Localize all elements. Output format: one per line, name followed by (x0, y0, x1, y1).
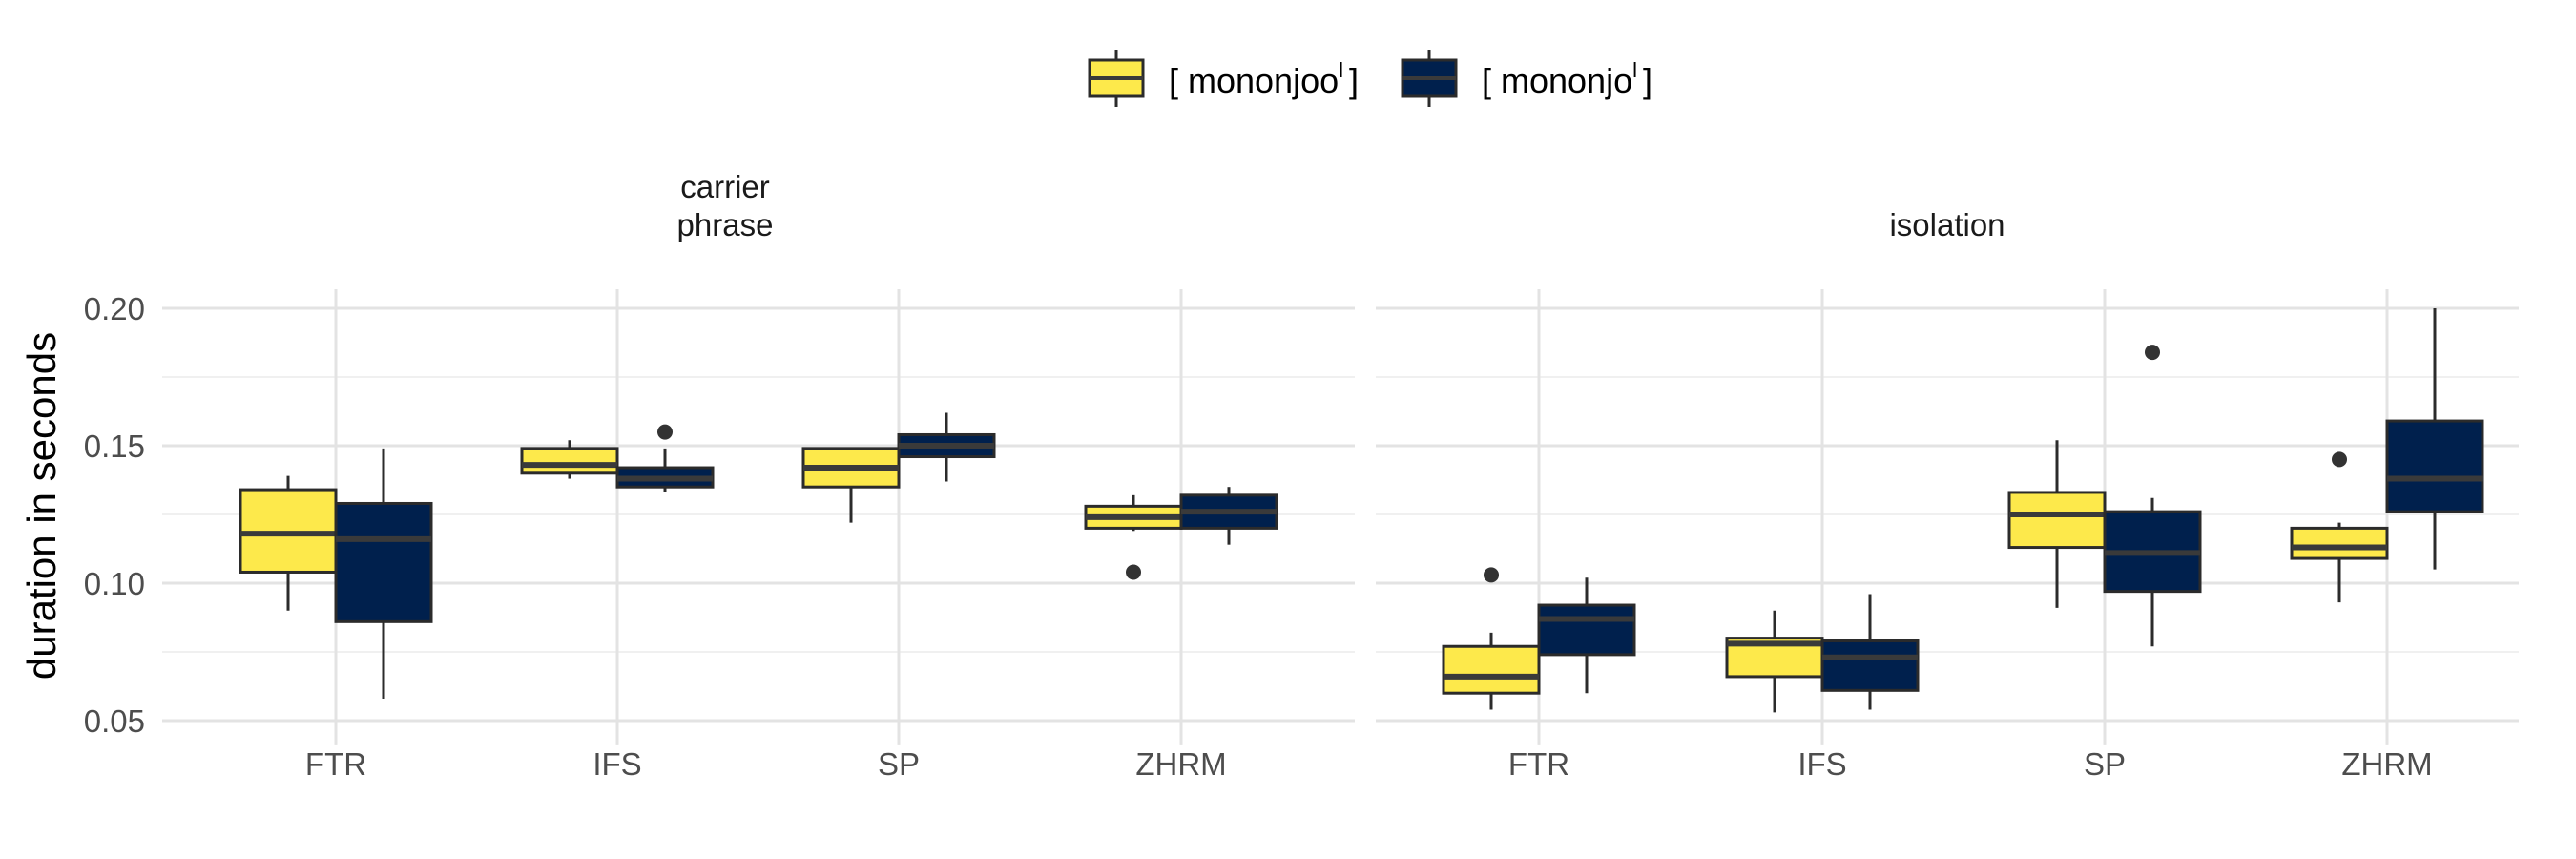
legend-label-base: [ mononjo (1482, 61, 1632, 100)
box-body (1442, 644, 1541, 695)
box-ifs-series-2 (1820, 594, 1920, 710)
outlier-point (657, 424, 673, 440)
facet-panel: carrier phrase 0.05 0.10 0.15 0.20 FTR IFS SP ZHR… (84, 169, 1355, 782)
box-zhrm-series-2 (2385, 308, 2484, 570)
facet-panel: isolation FTR IFS SP ZHRM (1376, 207, 2519, 782)
legend-label-base: [ mononjoo (1169, 61, 1339, 100)
facet-strip-line: carrier (680, 169, 770, 204)
y-tick-label: 0.05 (84, 703, 145, 739)
box-ftr-series-2 (334, 448, 433, 699)
legend-label-superscript: l (1339, 58, 1343, 82)
box-ifs-series-2 (615, 424, 715, 492)
y-axis-title: duration in seconds (19, 332, 64, 680)
legend-label-superscript: l (1632, 58, 1637, 82)
outlier-point (2145, 345, 2160, 361)
box-sp-series-2 (897, 412, 996, 482)
x-tick-label: FTR (1508, 746, 1569, 782)
box-body (1820, 639, 1920, 692)
box-zhrm-series-1 (1084, 494, 1183, 580)
box-ifs-series-1 (520, 440, 619, 479)
x-tick-label: SP (2084, 746, 2126, 782)
facet-strip-label: carrier phrase (677, 169, 774, 242)
y-tick-label: 0.20 (84, 291, 145, 326)
box-ifs-series-1 (1725, 610, 1824, 713)
legend-label: [ mononjool] (1169, 58, 1359, 100)
facet-strip-line: isolation (1889, 207, 2005, 242)
outlier-point (1484, 567, 1499, 583)
legend-label-close: ] (1349, 61, 1359, 100)
box-body (2007, 491, 2107, 550)
x-tick-label: SP (878, 746, 920, 782)
legend-label: [ mononjol] (1482, 58, 1652, 100)
y-tick-label: 0.15 (84, 429, 145, 464)
legend-item-series-2: [ mononjol] (1401, 50, 1652, 107)
legend: [ mononjool][ mononjol] (1088, 50, 1652, 107)
box-zhrm-series-1 (2290, 451, 2389, 603)
x-tick-label: FTR (305, 746, 366, 782)
box-body (2290, 526, 2389, 560)
facet-strip-label: isolation (1889, 207, 2005, 242)
box-sp-series-2 (2103, 345, 2202, 647)
legend-item-series-1: [ mononjool] (1088, 50, 1359, 107)
x-tick-label: ZHRM (2341, 746, 2432, 782)
y-tick-label: 0.10 (84, 566, 145, 601)
x-tick-label: ZHRM (1135, 746, 1226, 782)
outlier-point (2332, 451, 2347, 468)
box-body (334, 501, 433, 623)
x-tick-label: IFS (592, 746, 641, 782)
box-sp-series-1 (2007, 440, 2107, 608)
facet-panels: carrier phrase 0.05 0.10 0.15 0.20 FTR IFS SP ZHR… (84, 169, 2519, 782)
box-ftr-series-1 (239, 475, 338, 611)
legend-label-close: ] (1643, 61, 1652, 100)
box-zhrm-series-2 (1179, 487, 1278, 545)
box-body (1537, 603, 1636, 657)
x-tick-label: IFS (1797, 746, 1846, 782)
box-ftr-series-2 (1537, 577, 1636, 694)
box-sp-series-1 (801, 447, 901, 523)
outlier-point (1126, 564, 1141, 580)
box-ftr-series-1 (1442, 567, 1541, 710)
facet-strip-line: phrase (677, 207, 774, 242)
box-body (2385, 419, 2484, 513)
y-axis-title-group: duration in seconds (19, 332, 64, 680)
box-body (520, 447, 619, 475)
